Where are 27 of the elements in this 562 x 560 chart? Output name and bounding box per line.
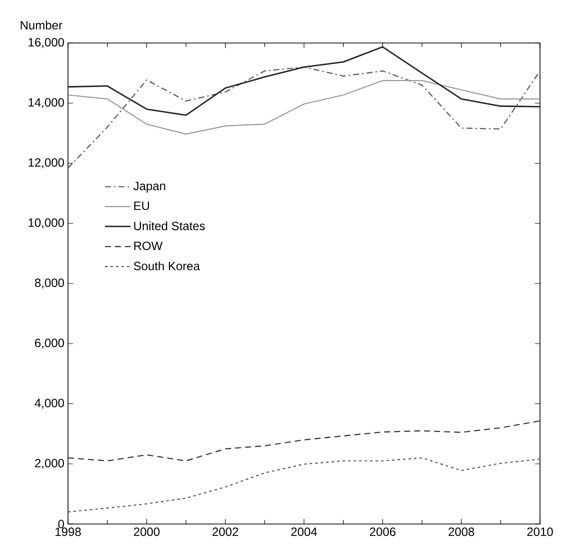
- line-series: [67, 457, 541, 513]
- x-tick-label: 2008: [448, 528, 474, 536]
- line-series: [67, 66, 541, 169]
- x-tick-label: 2010: [527, 528, 553, 536]
- y-tick-label: 0: [58, 520, 64, 528]
- legend-label: EU: [134, 202, 149, 210]
- legend-label: Japan: [133, 182, 166, 193]
- y-tick-label: 12,000: [28, 158, 64, 168]
- legend-label: South Korea: [134, 261, 200, 270]
- y-axis-title: Number: [20, 20, 62, 30]
- y-tick-label: 8,000: [34, 278, 64, 288]
- legend-label: ROW: [134, 242, 163, 250]
- legend-label: United States: [134, 221, 205, 230]
- y-tick-label: 14,000: [28, 98, 64, 108]
- y-tick-label: 16,000: [28, 38, 64, 48]
- line-series: [67, 46, 541, 116]
- x-tick-label: 2004: [291, 528, 317, 536]
- x-tick-label: 1998: [56, 528, 81, 536]
- x-tick-label: 2002: [212, 528, 238, 536]
- x-tick-label: 2000: [134, 528, 160, 536]
- y-tick-label: 2,000: [35, 458, 64, 469]
- y-tick-label: 4,000: [34, 398, 64, 409]
- y-tick-label: 6,000: [35, 338, 64, 349]
- line-series: [67, 80, 541, 135]
- y-tick-label: 10,000: [28, 218, 64, 228]
- x-tick-label: 2006: [370, 528, 396, 536]
- line-series: [67, 420, 541, 462]
